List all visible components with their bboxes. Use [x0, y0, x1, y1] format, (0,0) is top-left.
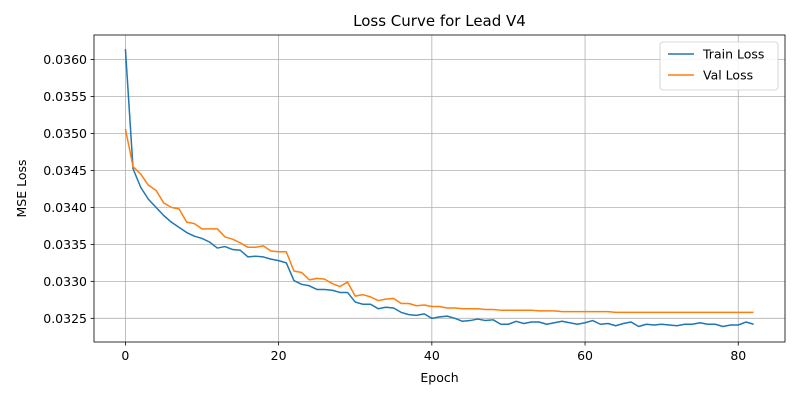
plot-frame [93, 34, 786, 343]
legend: Train Loss Val Loss [659, 41, 779, 91]
x-axis-label: Epoch [420, 370, 458, 385]
legend-label-train-loss: Train Loss [702, 47, 764, 62]
tick-layer: 0 20 40 60 80 0.0325 0.0330 0.0335 0.0340 0.0345 0… [43, 52, 746, 363]
y-tick-label: 0.0335 [43, 237, 87, 252]
grid-layer [94, 35, 785, 342]
y-tick-label: 0.0350 [43, 126, 87, 141]
train-loss-line [124, 49, 754, 328]
y-tick-label: 0.0340 [43, 200, 87, 215]
series-layer [124, 49, 754, 328]
chart-title: Loss Curve for Lead V4 [353, 12, 526, 30]
y-tick-label: 0.0360 [43, 52, 87, 67]
y-tick-label: 0.0325 [43, 311, 87, 326]
y-axis-label: MSE Loss [14, 159, 29, 217]
legend-label-val-loss: Val Loss [703, 68, 753, 83]
y-tick-label: 0.0330 [43, 274, 87, 289]
y-tick-label: 0.0355 [43, 89, 87, 104]
x-tick-label: 20 [271, 348, 287, 363]
x-tick-label: 0 [121, 348, 129, 363]
y-tick-label: 0.0345 [43, 163, 87, 178]
x-tick-label: 60 [577, 348, 593, 363]
x-tick-label: 80 [730, 348, 746, 363]
val-loss-line [124, 128, 754, 314]
x-tick-label: 40 [424, 348, 440, 363]
